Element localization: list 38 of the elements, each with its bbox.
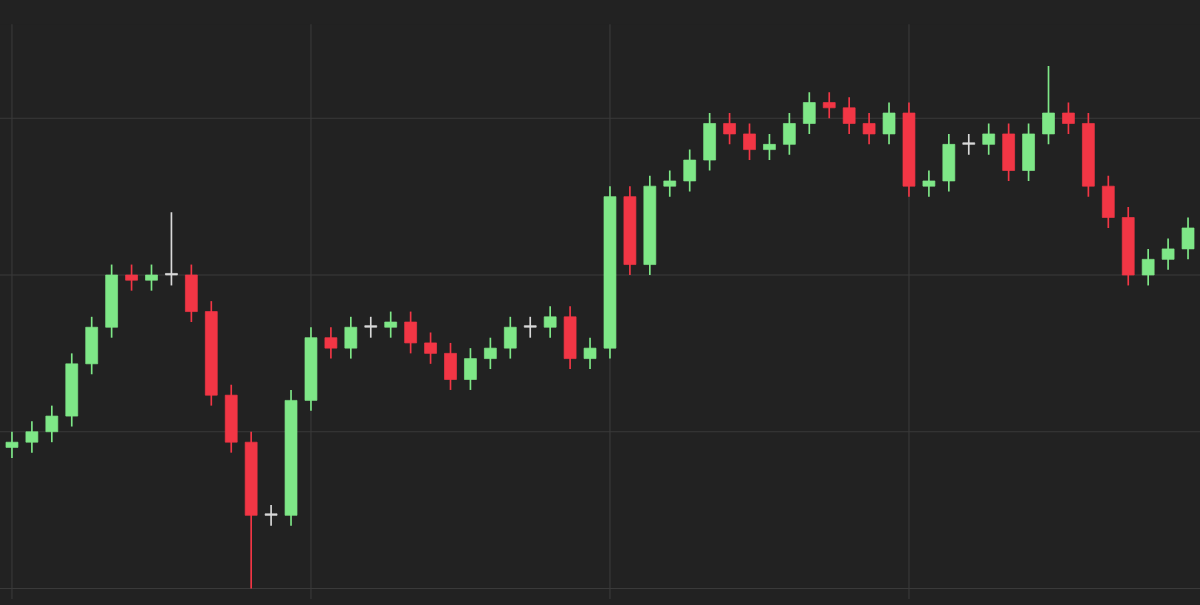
candlestick [862, 112, 876, 146]
candlestick [424, 331, 437, 365]
candlestick [783, 112, 796, 156]
candlestick [384, 310, 398, 339]
candlestick [962, 133, 976, 156]
candlestick [1141, 248, 1155, 287]
candlestick [882, 101, 896, 146]
candlestick [404, 310, 417, 355]
candlestick [922, 169, 936, 198]
candlestick [1181, 216, 1195, 261]
candlestick [344, 315, 358, 360]
candlestick [663, 169, 677, 198]
candlestick [25, 420, 39, 454]
candlestick [145, 263, 158, 292]
candlestick [982, 122, 996, 156]
candlestick [1042, 65, 1055, 146]
candlestick [503, 315, 517, 360]
candlestick [264, 504, 278, 527]
candlestick [583, 336, 597, 370]
candlestick [45, 404, 59, 444]
candlestick [822, 91, 836, 120]
candlestick [165, 211, 178, 287]
candlestick [763, 133, 776, 161]
candlestick [723, 112, 736, 146]
candlestick [842, 96, 856, 135]
candlestick [802, 91, 816, 135]
candlestick [543, 305, 557, 339]
candlestick [324, 326, 338, 360]
candlestick [523, 315, 537, 339]
candlestick [683, 148, 697, 193]
candlestick [5, 430, 19, 459]
candlestick [484, 336, 497, 370]
candlestick [464, 347, 477, 391]
candlestick [1161, 237, 1175, 271]
candlestick [364, 315, 378, 339]
candlestick [125, 263, 138, 292]
candlestick [743, 122, 756, 161]
candlestick [1062, 101, 1075, 135]
